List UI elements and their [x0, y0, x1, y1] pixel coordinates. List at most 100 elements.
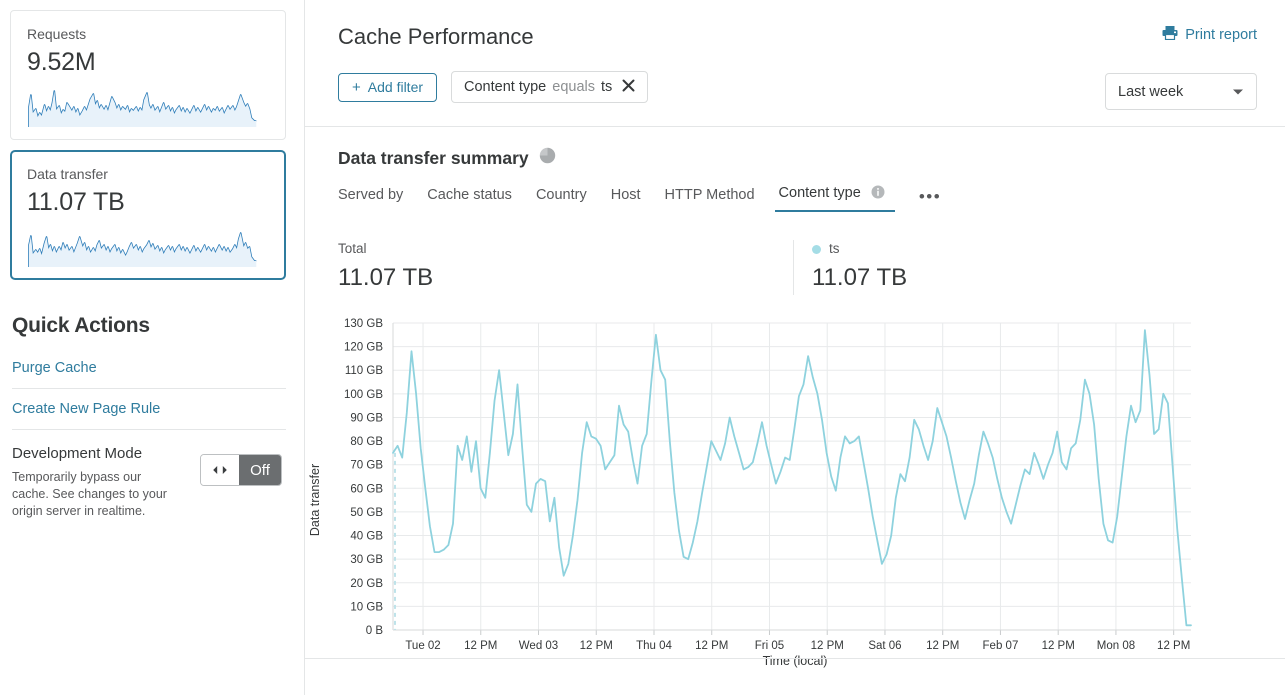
series-legend: ts	[812, 240, 907, 258]
divider	[12, 429, 286, 430]
series-block: ts 11.07 TB	[793, 240, 907, 295]
chart-canvas[interactable]: 0 B 10 GB 20 GB 30 GB 40 GB 50 GB 60 GB 70 GB 80…	[305, 315, 1285, 675]
data-transfer-summary: Data transfer summary Served by Cache st…	[305, 127, 1285, 295]
chart-series-line	[392, 329, 1192, 627]
svg-text:12 PM: 12 PM	[1157, 640, 1190, 652]
svg-text:30 GB: 30 GB	[350, 554, 383, 566]
requests-sparkline	[27, 83, 269, 129]
chart-gridlines	[392, 322, 1191, 635]
filter-operator: equals	[552, 79, 595, 95]
tab-country[interactable]: Country	[535, 187, 587, 203]
svg-text:120 GB: 120 GB	[344, 342, 383, 354]
total-label: Total	[338, 241, 367, 256]
svg-text:50 GB: 50 GB	[350, 507, 383, 519]
svg-text:100 GB: 100 GB	[344, 389, 383, 401]
add-filter-label: Add filter	[367, 79, 424, 95]
sidebar: Requests 9.52M Data transfer 11.07 TB Qu…	[0, 0, 305, 695]
svg-text:12 PM: 12 PM	[811, 640, 844, 652]
svg-text:Mon 08: Mon 08	[1097, 640, 1135, 652]
info-icon[interactable]	[871, 185, 885, 203]
create-new-page-rule-link[interactable]: Create New Page Rule	[12, 401, 161, 417]
left-right-arrow-icon	[201, 455, 239, 485]
summary-totals: Total 11.07 TB ts 11.07 TB	[338, 240, 1257, 295]
tab-label: Content type	[778, 185, 861, 201]
time-range-select[interactable]: Last week	[1105, 73, 1257, 110]
metric-value: 9.52M	[27, 48, 96, 76]
svg-text:Sat 06: Sat 06	[868, 640, 901, 652]
development-mode-state: Off	[239, 455, 281, 485]
svg-text:90 GB: 90 GB	[350, 412, 383, 424]
metric-label: Requests	[27, 26, 87, 42]
filter-value: ts	[600, 79, 613, 95]
metric-card-data-transfer[interactable]: Data transfer 11.07 TB	[10, 150, 286, 280]
svg-text:12 PM: 12 PM	[926, 640, 959, 652]
svg-text:70 GB: 70 GB	[350, 460, 383, 472]
development-mode-description: Temporarily bypass our cache. See change…	[12, 470, 167, 518]
development-mode-title: Development Mode	[12, 445, 143, 462]
chart-x-axis-labels: Tue 02 12 PM Wed 03 12 PM Thu 04 12 PM Fri 05 1…	[405, 640, 1190, 652]
svg-text:10 GB: 10 GB	[350, 601, 383, 613]
purge-cache-link[interactable]: Purge Cache	[12, 360, 97, 376]
svg-text:12 PM: 12 PM	[695, 640, 728, 652]
series-color-dot	[812, 244, 821, 254]
metric-card-requests[interactable]: Requests 9.52M	[10, 10, 286, 140]
tab-content-type[interactable]: Content type	[767, 185, 897, 212]
close-icon[interactable]	[622, 79, 635, 96]
svg-text:12 PM: 12 PM	[464, 640, 497, 652]
tabs-overflow-menu[interactable]: •••	[918, 187, 942, 206]
svg-text:40 GB: 40 GB	[350, 531, 383, 543]
svg-text:Tue 02: Tue 02	[405, 640, 440, 652]
series-name: ts	[829, 241, 840, 256]
svg-text:60 GB: 60 GB	[350, 483, 383, 495]
tab-http-method[interactable]: HTTP Method	[664, 187, 755, 203]
tab-cache-status[interactable]: Cache status	[427, 187, 512, 203]
chevron-down-icon	[1232, 84, 1244, 100]
time-range-value: Last week	[1118, 83, 1184, 100]
svg-text:130 GB: 130 GB	[344, 318, 383, 330]
svg-text:12 PM: 12 PM	[1042, 640, 1075, 652]
metric-value: 11.07 TB	[27, 188, 125, 216]
tab-host[interactable]: Host	[610, 187, 641, 203]
svg-text:Feb 07: Feb 07	[983, 640, 1019, 652]
summary-title: Data transfer summary	[338, 147, 529, 168]
development-mode-toggle[interactable]: Off	[200, 454, 282, 486]
filter-row: + Add filter Content type equals ts	[338, 71, 1257, 103]
footer-divider	[305, 658, 1285, 659]
filter-field: Content type	[464, 79, 547, 95]
pie-chart-icon	[539, 147, 556, 169]
summary-tabs: Served by Cache status Country Host HTTP…	[338, 185, 1257, 212]
quick-actions-list: Purge Cache Create New Page Rule	[12, 356, 286, 430]
printer-icon	[1162, 25, 1178, 44]
tab-served-by[interactable]: Served by	[338, 187, 404, 203]
svg-text:20 GB: 20 GB	[350, 578, 383, 590]
add-filter-button[interactable]: + Add filter	[338, 72, 438, 102]
chart-x-axis-title: Time (local)	[763, 654, 828, 668]
total-value: 11.07 TB	[338, 264, 434, 291]
main-header: Cache Performance + Add filter Content t…	[305, 0, 1285, 127]
quick-actions-title: Quick Actions	[12, 314, 150, 337]
total-block: Total 11.07 TB	[338, 240, 793, 295]
print-report-button[interactable]: Print report	[1162, 25, 1257, 44]
svg-text:Wed 03: Wed 03	[519, 640, 558, 652]
page-title: Cache Performance	[338, 24, 534, 49]
svg-text:Fri 05: Fri 05	[755, 640, 784, 652]
series-value: 11.07 TB	[812, 264, 908, 291]
data-transfer-sparkline	[27, 223, 269, 269]
data-transfer-chart[interactable]: 0 B 10 GB 20 GB 30 GB 40 GB 50 GB 60 GB 70 GB 80…	[305, 315, 1285, 675]
divider	[12, 388, 286, 389]
chart-y-axis-title: Data transfer	[308, 464, 322, 536]
metric-label: Data transfer	[27, 166, 108, 182]
svg-text:80 GB: 80 GB	[350, 436, 383, 448]
chart-y-axis-labels: 0 B 10 GB 20 GB 30 GB 40 GB 50 GB 60 GB 70 GB 80…	[344, 318, 383, 637]
main-content: Cache Performance + Add filter Content t…	[305, 0, 1285, 695]
plus-icon: +	[352, 78, 361, 96]
svg-text:12 PM: 12 PM	[580, 640, 613, 652]
summary-header: Data transfer summary	[338, 147, 1257, 169]
filter-pill-content-type[interactable]: Content type equals ts	[451, 71, 649, 103]
print-report-label: Print report	[1185, 26, 1257, 43]
svg-text:Thu 04: Thu 04	[636, 640, 672, 652]
development-mode-row: Development Mode Temporarily bypass our …	[12, 444, 286, 520]
svg-text:0 B: 0 B	[366, 625, 384, 637]
svg-text:110 GB: 110 GB	[345, 365, 383, 377]
